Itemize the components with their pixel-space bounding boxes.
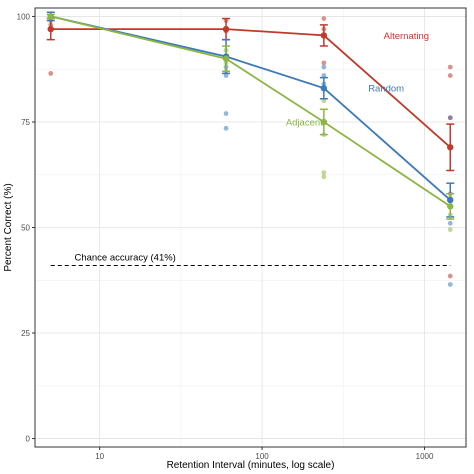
x-axis-label: Retention Interval (minutes, log scale)	[167, 460, 335, 471]
alternating-data-point	[48, 71, 54, 76]
adjacent-data-point	[321, 174, 327, 180]
y-tick-label: 50	[21, 224, 30, 233]
random-data-point	[223, 111, 229, 116]
adjacent-mean-point	[47, 13, 54, 20]
alternating-mean-point	[447, 144, 454, 151]
random-data-point	[321, 73, 327, 78]
random-data-point	[447, 220, 453, 226]
adjacent-data-point	[321, 98, 327, 104]
y-tick-label: 25	[21, 329, 30, 338]
x-tick-label: 1000	[416, 452, 434, 461]
y-tick-label: 0	[26, 435, 31, 444]
random-data-point	[321, 64, 327, 70]
chance-accuracy-label: Chance accuracy (41%)	[74, 253, 175, 264]
series-lines-layer	[50, 15, 451, 208]
adjacent-mean-point	[222, 55, 230, 62]
x-tick-label: 100	[255, 452, 269, 461]
random-data-point	[447, 115, 453, 121]
series-labels-layer: Alternating Random Adjacent Chance accuracy…	[74, 31, 429, 264]
adjacent-mean-point	[320, 118, 328, 126]
y-axis-ticks: 0 25 50 75 100	[17, 12, 35, 444]
random-mean-point	[320, 85, 328, 92]
mean-points-layer	[47, 13, 454, 210]
adjacent-series-line	[50, 15, 451, 208]
alternating-mean-point	[222, 25, 230, 33]
alternating-data-point	[447, 73, 453, 78]
alternating-mean-point	[47, 25, 54, 33]
y-tick-label: 75	[21, 118, 30, 127]
adjacent-mean-point	[447, 203, 454, 210]
random-series-label: Random	[368, 84, 404, 95]
adjacent-series-label: Adjacent	[286, 117, 323, 128]
alternating-series-label: Alternating	[384, 31, 429, 42]
alternating-data-point	[321, 60, 327, 66]
random-series-line	[50, 15, 451, 201]
x-axis-ticks: 10 100 1000	[95, 447, 434, 461]
grid	[35, 8, 466, 447]
random-data-point	[223, 73, 229, 78]
random-data-point	[223, 125, 229, 131]
adjacent-data-point	[321, 170, 327, 176]
random-data-point	[447, 282, 453, 287]
alternating-series-line	[50, 28, 451, 148]
random-mean-point	[447, 196, 454, 204]
alternating-data-point	[447, 273, 453, 279]
y-tick-label: 100	[17, 12, 31, 21]
x-tick-label: 10	[95, 452, 104, 461]
adjacent-data-point	[447, 227, 453, 233]
alternating-data-point	[447, 64, 453, 70]
alternating-mean-point	[320, 32, 328, 39]
y-axis-label: Percent Correct (%)	[3, 183, 14, 271]
alternating-data-point	[321, 16, 327, 21]
